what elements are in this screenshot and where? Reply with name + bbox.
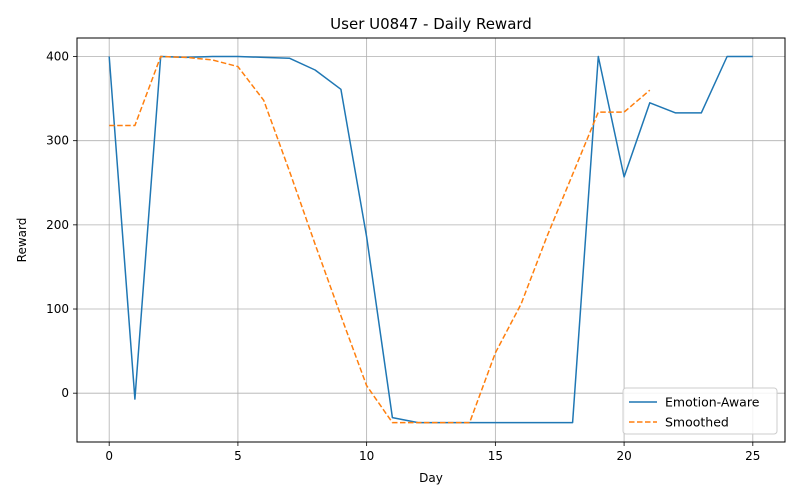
legend-label: Emotion-Aware bbox=[665, 395, 760, 410]
x-axis: 0 5 10 15 20 25 bbox=[105, 442, 760, 463]
x-tick-label: 0 bbox=[105, 449, 113, 463]
y-tick-label: 100 bbox=[46, 302, 69, 316]
y-tick-label: 300 bbox=[46, 134, 69, 148]
legend-box bbox=[622, 387, 778, 435]
legend-label: Smoothed bbox=[665, 415, 729, 430]
x-tick-label: 25 bbox=[745, 449, 760, 463]
legend: Emotion-Aware Smoothed bbox=[622, 387, 778, 435]
y-axis-label: Reward bbox=[15, 218, 29, 263]
y-tick-label: 400 bbox=[46, 50, 69, 64]
y-tick-label: 0 bbox=[61, 386, 69, 400]
series-line-emotion-aware bbox=[108, 55, 753, 424]
x-axis-label: Day bbox=[419, 471, 443, 485]
x-tick-label: 5 bbox=[234, 449, 242, 463]
plot-frame bbox=[76, 37, 786, 443]
chart-title: User U0847 - Daily Reward bbox=[330, 15, 532, 33]
y-axis: 0 100 200 300 400 bbox=[46, 50, 77, 400]
x-tick-label: 20 bbox=[616, 449, 631, 463]
x-tick-label: 15 bbox=[488, 449, 503, 463]
y-tick-label: 200 bbox=[46, 218, 69, 232]
series-line-smoothed bbox=[109, 55, 651, 424]
series-layer bbox=[108, 55, 753, 424]
x-tick-label: 10 bbox=[359, 449, 374, 463]
